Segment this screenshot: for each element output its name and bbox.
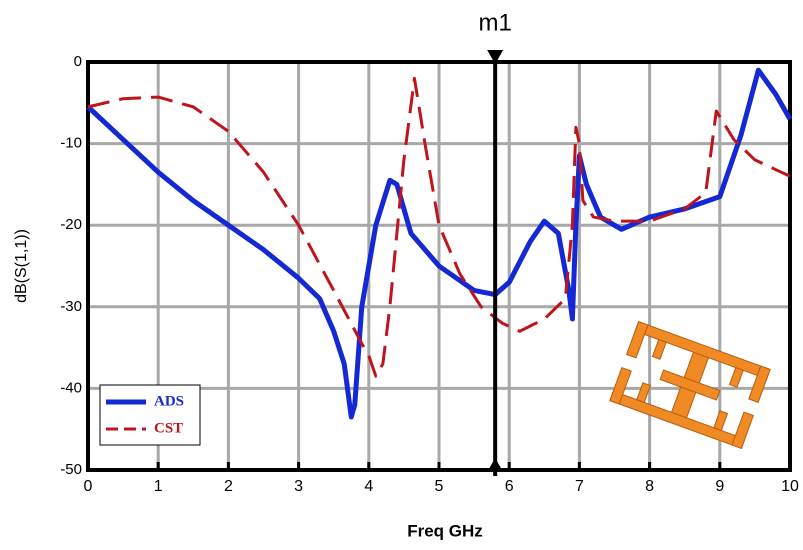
x-tick-label: 9 bbox=[715, 478, 724, 495]
x-tick-label: 4 bbox=[364, 478, 373, 495]
y-tick-label: 0 bbox=[74, 53, 82, 70]
legend-label: ADS bbox=[154, 393, 184, 409]
marker-label: m1 bbox=[478, 9, 511, 36]
x-tick-label: 6 bbox=[505, 478, 514, 495]
series-line bbox=[87, 76, 791, 378]
legend-box bbox=[99, 384, 201, 446]
plot bbox=[86, 67, 793, 420]
x-axis-label: Freq GHz bbox=[407, 521, 483, 540]
y-tick-label: -10 bbox=[60, 135, 82, 152]
marker-triangle bbox=[487, 50, 504, 64]
x-tick-label: 2 bbox=[224, 478, 233, 495]
y-tick-label: -30 bbox=[60, 298, 82, 315]
x-tick-label: 7 bbox=[575, 478, 584, 495]
x-tick-label: 0 bbox=[84, 478, 93, 495]
plot-frame bbox=[86, 60, 792, 472]
series-line bbox=[86, 67, 793, 420]
x-tick-label: 8 bbox=[645, 478, 654, 495]
legend-label: CST bbox=[154, 420, 183, 436]
y-tick-label: -20 bbox=[60, 216, 82, 233]
y-axis-label: dB(S(1,1)) bbox=[13, 229, 30, 303]
x-tick-label: 3 bbox=[294, 478, 303, 495]
y-tick-label: -50 bbox=[60, 461, 82, 478]
x-tick-label: 1 bbox=[154, 478, 163, 495]
y-tick-label: -40 bbox=[60, 379, 82, 396]
x-tick-label: 10 bbox=[781, 478, 799, 495]
x-tick-label: 5 bbox=[435, 478, 444, 495]
filter-layout-inset bbox=[609, 320, 771, 450]
marker-triangle bbox=[487, 458, 504, 472]
